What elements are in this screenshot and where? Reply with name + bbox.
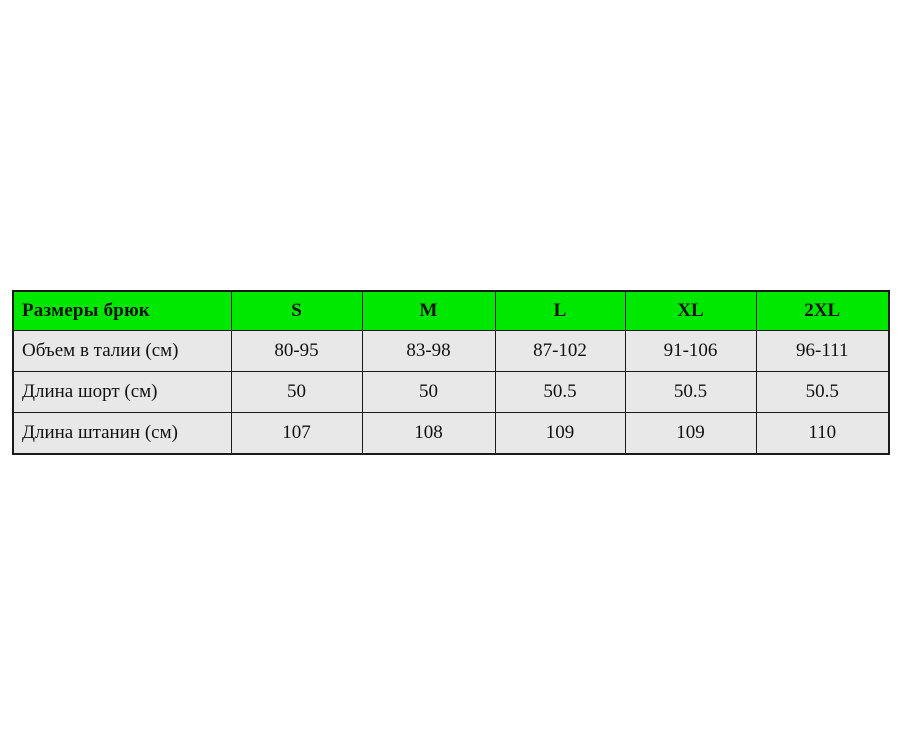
pants-size-table: Размеры брюк S M L XL 2XL Объем в талии … bbox=[12, 290, 890, 455]
table-row: Объем в талии (см) 80-95 83-98 87-102 91… bbox=[12, 330, 890, 372]
cell-waist-m: 83-98 bbox=[361, 330, 496, 372]
row-label-shorts-length: Длина шорт (см) bbox=[12, 371, 232, 413]
cell-shorts-m: 50 bbox=[361, 371, 496, 413]
cell-pants-xl: 109 bbox=[624, 412, 757, 455]
table-row: Длина штанин (см) 107 108 109 109 110 bbox=[12, 412, 890, 455]
table-header-row: Размеры брюк S M L XL 2XL bbox=[12, 290, 890, 331]
cell-shorts-2xl: 50.5 bbox=[755, 371, 890, 413]
cell-waist-l: 87-102 bbox=[494, 330, 626, 372]
cell-shorts-s: 50 bbox=[230, 371, 363, 413]
cell-shorts-xl: 50.5 bbox=[624, 371, 757, 413]
cell-waist-s: 80-95 bbox=[230, 330, 363, 372]
cell-shorts-l: 50.5 bbox=[494, 371, 626, 413]
cell-waist-xl: 91-106 bbox=[624, 330, 757, 372]
column-header-s: S bbox=[230, 290, 363, 331]
cell-pants-l: 109 bbox=[494, 412, 626, 455]
cell-pants-s: 107 bbox=[230, 412, 363, 455]
table-row: Длина шорт (см) 50 50 50.5 50.5 50.5 bbox=[12, 371, 890, 413]
cell-pants-2xl: 110 bbox=[755, 412, 890, 455]
row-label-waist: Объем в талии (см) bbox=[12, 330, 232, 372]
column-header-xl: XL bbox=[624, 290, 757, 331]
size-chart-container: Размеры брюк S M L XL 2XL Объем в талии … bbox=[12, 290, 890, 455]
row-label-pants-length: Длина штанин (см) bbox=[12, 412, 232, 455]
column-header-2xl: 2XL bbox=[755, 290, 890, 331]
column-header-m: M bbox=[361, 290, 496, 331]
column-header-l: L bbox=[494, 290, 626, 331]
cell-pants-m: 108 bbox=[361, 412, 496, 455]
table-title-cell: Размеры брюк bbox=[12, 290, 232, 331]
cell-waist-2xl: 96-111 bbox=[755, 330, 890, 372]
